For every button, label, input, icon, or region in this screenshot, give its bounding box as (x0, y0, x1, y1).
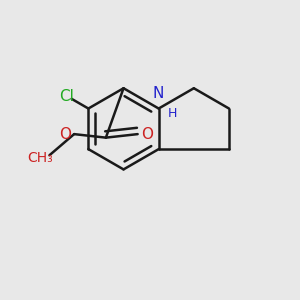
Text: O: O (59, 127, 71, 142)
Text: N: N (153, 86, 164, 101)
Text: H: H (167, 107, 177, 120)
Text: Cl: Cl (59, 89, 74, 104)
Text: O: O (142, 127, 154, 142)
Text: CH₃: CH₃ (28, 151, 53, 165)
